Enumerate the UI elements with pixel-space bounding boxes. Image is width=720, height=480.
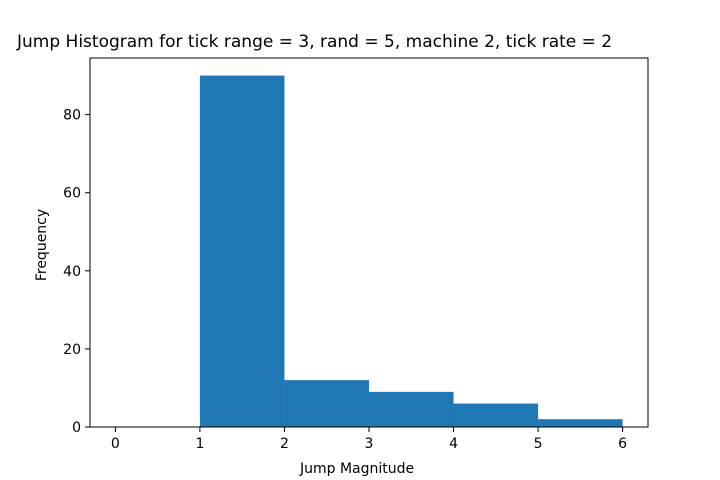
x-tick-label: 1 — [195, 436, 204, 452]
y-axis-label: Frequency — [34, 208, 50, 282]
y-tick-label: 0 — [72, 420, 81, 436]
x-tick-label: 2 — [280, 436, 289, 452]
y-tick-label: 60 — [63, 186, 81, 202]
y-ticks: 0 20 40 60 80 — [63, 108, 90, 436]
x-tick-label: 6 — [618, 436, 627, 452]
bars-group — [199, 75, 623, 428]
x-axis-label: Jump Magnitude — [300, 461, 415, 477]
x-ticks: 0 1 2 3 4 5 6 — [111, 427, 627, 452]
x-tick-label: 4 — [449, 436, 458, 452]
histogram-bar — [369, 391, 454, 427]
histogram-bar — [284, 380, 369, 427]
x-tick-label: 3 — [365, 436, 374, 452]
x-tick-label: 0 — [111, 436, 120, 452]
y-tick-label: 20 — [63, 342, 81, 358]
y-tick-label: 40 — [63, 264, 81, 280]
histogram-bar — [199, 75, 285, 428]
axes-frame — [89, 57, 649, 428]
x-tick-label: 5 — [534, 436, 543, 452]
histogram-bar — [538, 419, 623, 427]
y-tick-label: 80 — [63, 108, 81, 124]
histogram-bar — [453, 403, 539, 427]
chart-title: Jump Histogram for tick range = 3, rand … — [17, 32, 613, 52]
